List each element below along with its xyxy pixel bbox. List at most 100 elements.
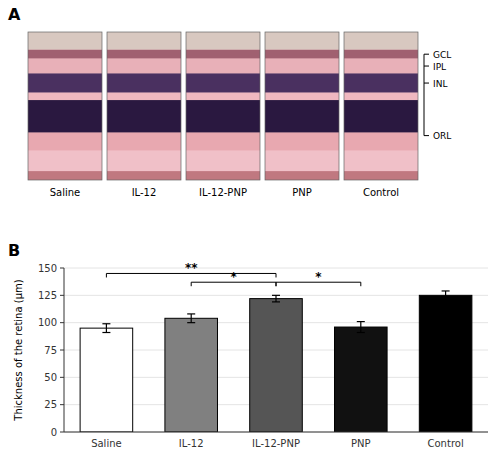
error-cap bbox=[102, 332, 110, 333]
histology-layer bbox=[107, 32, 181, 180]
error-cap bbox=[187, 313, 195, 314]
chart-container: ASalineIL-12IL-12-PNPPNPControlGCLIPLINL… bbox=[0, 0, 500, 462]
histology-layer bbox=[186, 59, 260, 74]
histology-layer bbox=[344, 59, 418, 74]
error-bar bbox=[187, 314, 195, 323]
y-tick-label: 25 bbox=[44, 399, 57, 410]
error-bar bbox=[442, 291, 450, 300]
histology-layer bbox=[28, 93, 102, 100]
error-cap bbox=[442, 290, 450, 291]
grid-line bbox=[64, 268, 488, 269]
y-tick bbox=[60, 377, 64, 378]
y-tick-label: 125 bbox=[38, 290, 57, 301]
bar bbox=[165, 318, 218, 432]
error-cap bbox=[442, 299, 450, 300]
histology-image bbox=[107, 32, 181, 180]
histology-layer bbox=[265, 50, 339, 59]
y-tick bbox=[60, 295, 64, 296]
error-line bbox=[275, 295, 276, 302]
layer-tick bbox=[424, 66, 429, 67]
histology-outline bbox=[28, 32, 102, 180]
error-line bbox=[106, 324, 107, 333]
bar bbox=[419, 295, 472, 432]
histology-layer bbox=[28, 59, 102, 74]
bar bbox=[80, 328, 133, 432]
bar bbox=[250, 299, 303, 432]
y-tick-label: 50 bbox=[44, 372, 57, 383]
x-tick-label: IL-12 bbox=[179, 438, 204, 449]
histology-layer bbox=[265, 59, 339, 74]
error-cap bbox=[102, 323, 110, 324]
x-tick-label: IL-12-PNP bbox=[252, 438, 300, 449]
y-tick bbox=[60, 404, 64, 405]
histology-label: Control bbox=[363, 187, 399, 198]
layer-label: GCL bbox=[433, 50, 451, 60]
histology-layer bbox=[28, 73, 102, 92]
histology-layer bbox=[107, 73, 181, 92]
histology-layer bbox=[186, 32, 260, 180]
error-bar bbox=[357, 322, 365, 333]
histology-layer bbox=[107, 100, 181, 133]
histology-layer bbox=[344, 133, 418, 151]
histology-layer bbox=[28, 100, 102, 133]
histology-layer bbox=[186, 93, 260, 100]
layer-label: IPL bbox=[433, 62, 446, 72]
histology-layer bbox=[344, 50, 418, 59]
panel-label: B bbox=[8, 241, 20, 260]
histology-image bbox=[28, 32, 102, 180]
histology-layer bbox=[107, 50, 181, 59]
y-tick-label: 0 bbox=[51, 427, 57, 438]
histology-outline bbox=[107, 32, 181, 180]
x-tick-label: Saline bbox=[91, 438, 122, 449]
histology-label: PNP bbox=[292, 187, 312, 198]
layer-label: ORL bbox=[433, 131, 451, 141]
layer-label: INL bbox=[433, 79, 447, 89]
marks bbox=[80, 291, 472, 432]
histology-outline bbox=[344, 32, 418, 180]
y-tick bbox=[60, 432, 64, 433]
histology-layer bbox=[186, 73, 260, 92]
x-tick-label: PNP bbox=[351, 438, 371, 449]
y-tick-label: 75 bbox=[44, 345, 57, 356]
histology-layer bbox=[107, 32, 181, 50]
histology-layer bbox=[265, 133, 339, 151]
error-line bbox=[191, 314, 192, 323]
histology-layer bbox=[107, 59, 181, 74]
error-bar bbox=[272, 295, 280, 302]
histology-layer bbox=[265, 171, 339, 180]
background bbox=[0, 0, 500, 462]
histology-layer bbox=[186, 32, 260, 50]
significance-label: ** bbox=[185, 261, 198, 275]
layer-bracket bbox=[424, 54, 425, 135]
error-cap bbox=[272, 295, 280, 296]
y-tick-label: 100 bbox=[38, 317, 57, 328]
figure: ASalineIL-12IL-12-PNPPNPControlGCLIPLINL… bbox=[0, 0, 500, 462]
histology-layer bbox=[186, 100, 260, 133]
histology-image bbox=[265, 32, 339, 180]
histology-layer bbox=[28, 171, 102, 180]
error-bar bbox=[102, 324, 110, 333]
histology-image bbox=[186, 32, 260, 180]
histology-layer bbox=[344, 171, 418, 180]
histology-image bbox=[344, 32, 418, 180]
histology-layer bbox=[265, 100, 339, 133]
panel-a: ASalineIL-12IL-12-PNPPNPControlGCLIPLINL… bbox=[8, 5, 451, 198]
significance-label: * bbox=[315, 270, 322, 284]
error-cap bbox=[272, 301, 280, 302]
layer-tick bbox=[424, 83, 429, 84]
histology-layer bbox=[265, 93, 339, 100]
histology-outline bbox=[186, 32, 260, 180]
histology-label: Saline bbox=[50, 187, 81, 198]
histology-layer bbox=[107, 93, 181, 100]
bar bbox=[335, 327, 388, 432]
error-line bbox=[445, 291, 446, 300]
histology-layer bbox=[344, 93, 418, 100]
histology-layer bbox=[186, 171, 260, 180]
histology-outline bbox=[265, 32, 339, 180]
error-cap bbox=[187, 322, 195, 323]
histology-layer bbox=[28, 32, 102, 180]
histology-label: IL-12-PNP bbox=[199, 187, 247, 198]
histology-layer bbox=[344, 32, 418, 180]
histology-layer bbox=[186, 50, 260, 59]
x-axis bbox=[64, 432, 488, 433]
